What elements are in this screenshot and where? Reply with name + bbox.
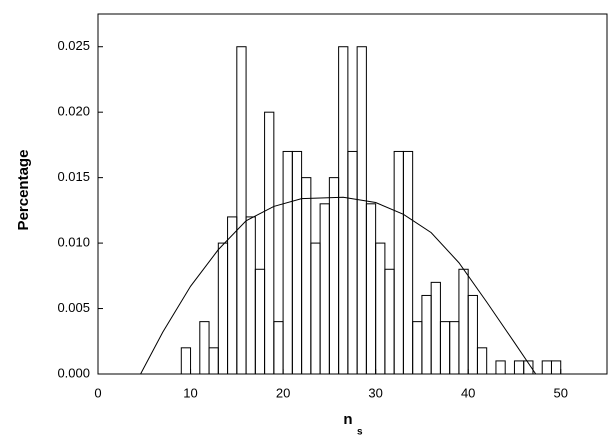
histogram-bar [356,46,367,375]
x-axis-title: n [343,411,352,428]
x-tick-label: 50 [553,385,567,400]
y-tick-label: 0.015 [57,169,90,184]
histogram-bar [282,150,293,375]
fit-curve [140,196,537,375]
x-tick-label: 0 [94,385,101,400]
histogram-bar [495,360,506,375]
x-tick-label: 10 [183,385,197,400]
histogram-bar [338,46,349,375]
histogram-bar [430,281,441,375]
y-tick-label: 0.000 [57,365,90,380]
x-tick-label: 30 [368,385,382,400]
y-axis-title: Percentage [15,150,32,231]
histogram-bar [467,294,478,375]
histogram-bar [541,360,552,375]
histogram-bar [393,150,404,375]
x-axis-subscript: s [357,427,363,438]
y-tick-label: 0.010 [57,235,90,250]
y-tick-label: 0.020 [57,104,90,119]
histogram-bar [421,294,432,375]
histogram-bar [347,150,358,375]
histogram-bar [245,216,256,375]
histogram-bar [513,360,525,375]
histogram-bar [199,321,210,375]
y-tick-label: 0.025 [57,38,90,53]
histogram-bar [523,360,534,375]
histogram-bar [291,150,303,375]
histogram-bar [476,347,488,375]
histogram-bar [384,268,395,375]
histogram-bar [217,242,229,375]
histogram-bar [458,268,469,375]
histogram-bar [227,216,238,375]
histogram-bar [236,46,247,375]
histogram-bar [319,203,330,375]
x-tick-label: 40 [461,385,475,400]
histogram-bar [449,321,460,375]
histogram-bar [180,347,192,375]
histogram-bar [273,321,284,375]
histogram-bar [301,177,312,375]
histogram-bar [310,242,321,375]
histogram-bar [254,268,266,375]
histogram-bar [412,321,423,375]
plot-frame [97,13,608,375]
histogram-bar [375,242,386,375]
histogram-bar [264,111,275,375]
histogram-bar [439,321,451,375]
y-tick-label: 0.005 [57,300,90,315]
histogram-bar [365,203,377,375]
histogram-bar [550,360,562,375]
histogram-bar [402,150,414,375]
histogram-bar [208,347,219,375]
histogram-bar [328,177,340,375]
x-tick-label: 20 [276,385,290,400]
